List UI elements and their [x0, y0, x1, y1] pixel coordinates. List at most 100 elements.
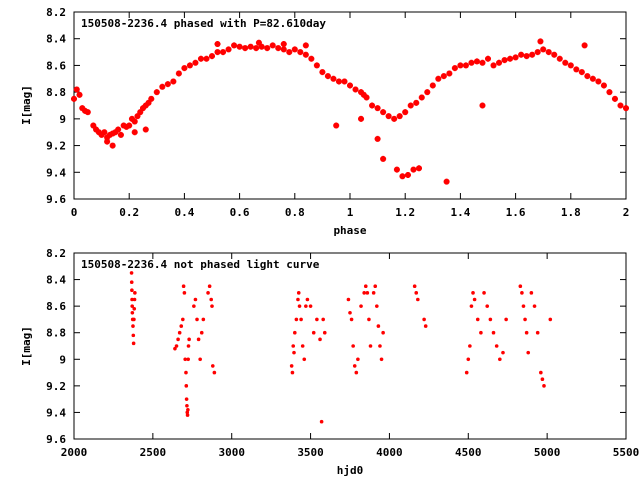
x-tick-label: 0.2 [119, 206, 139, 219]
data-point [128, 115, 135, 122]
data-point [183, 357, 187, 362]
data-point [109, 130, 116, 137]
data-point [526, 350, 531, 355]
data-point [358, 89, 365, 96]
data-point [131, 129, 138, 136]
data-point [184, 397, 189, 401]
x-tick-label: 0.6 [230, 206, 250, 219]
data-point [123, 123, 130, 130]
data-point [581, 42, 588, 49]
data-point [231, 42, 238, 49]
data-point [379, 357, 384, 362]
data-point [413, 99, 420, 106]
y-tick-label: 8.4 [46, 33, 66, 46]
data-point [324, 73, 331, 80]
data-point [131, 324, 135, 328]
x-tick-label: 2500 [140, 446, 167, 459]
data-point [181, 65, 188, 72]
data-point [457, 62, 464, 69]
data-point [209, 297, 214, 302]
data-point [451, 65, 458, 72]
data-point [130, 310, 135, 315]
data-point [101, 129, 108, 136]
data-point [173, 346, 177, 351]
data-point [443, 178, 450, 185]
data-point [220, 49, 227, 56]
data-point [356, 357, 360, 362]
data-point [535, 330, 540, 335]
data-point [185, 413, 190, 417]
data-point [352, 86, 359, 93]
x-tick-label: 1.6 [506, 206, 526, 219]
unphased-light-curve-chart: 150508-2236.4 not phased light curve hjd… [20, 247, 639, 477]
data-point [297, 304, 302, 308]
data-point [424, 89, 431, 96]
y-tick-label: 9.6 [46, 433, 66, 446]
data-point [363, 284, 368, 289]
x-tick-label: 0 [71, 206, 78, 219]
data-point [258, 43, 265, 50]
data-point [462, 62, 469, 69]
data-point [418, 94, 425, 101]
data-point [376, 324, 381, 328]
data-point [380, 155, 387, 162]
data-point [129, 280, 134, 285]
data-point [362, 291, 366, 295]
data-point [556, 55, 563, 62]
data-point [199, 330, 204, 335]
data-points [71, 38, 629, 185]
data-point [520, 291, 524, 295]
data-point [524, 330, 529, 335]
data-point [416, 297, 420, 302]
data-point [375, 304, 379, 308]
data-point [177, 330, 182, 335]
data-point [186, 407, 190, 412]
data-point [414, 291, 419, 295]
data-point [84, 109, 91, 116]
data-point [214, 49, 221, 56]
data-point [82, 107, 89, 114]
data-point [179, 324, 184, 328]
data-point [98, 131, 105, 138]
data-point [109, 142, 116, 149]
axis-ticks: 2000 2500 3000 3500 4000 4500 5000 5500 8.2 8.4 8.… [46, 247, 639, 459]
x-axis-label: hjd0 [337, 464, 364, 477]
data-point [466, 357, 471, 362]
data-point [369, 102, 376, 109]
data-point [255, 39, 262, 46]
data-point [422, 317, 426, 322]
data-point [562, 59, 569, 66]
data-point [600, 82, 607, 89]
data-point [468, 59, 475, 66]
x-tick-label: 3500 [297, 446, 324, 459]
data-point [512, 54, 519, 61]
data-point [385, 113, 392, 120]
data-point [606, 89, 613, 96]
x-tick-label: 5000 [534, 446, 561, 459]
data-point [186, 357, 190, 362]
data-point [93, 126, 100, 133]
x-tick-label: 3000 [218, 446, 245, 459]
data-point [130, 297, 134, 302]
data-point [532, 304, 537, 308]
data-point [518, 51, 525, 58]
x-tick-label: 2000 [61, 446, 88, 459]
data-point [416, 165, 422, 172]
data-point [440, 73, 447, 80]
data-point [488, 317, 493, 322]
data-point [311, 330, 316, 335]
data-point [192, 304, 196, 308]
data-point [374, 135, 381, 142]
data-point [407, 102, 414, 109]
data-point [371, 291, 376, 295]
data-point [73, 86, 80, 93]
data-point [182, 291, 187, 295]
data-point [529, 291, 534, 295]
data-point [291, 344, 296, 348]
data-point [195, 317, 199, 322]
data-point [117, 131, 124, 138]
data-point [347, 82, 353, 89]
x-tick-label: 2 [623, 206, 630, 219]
data-point [247, 43, 254, 50]
data-point [367, 317, 371, 322]
